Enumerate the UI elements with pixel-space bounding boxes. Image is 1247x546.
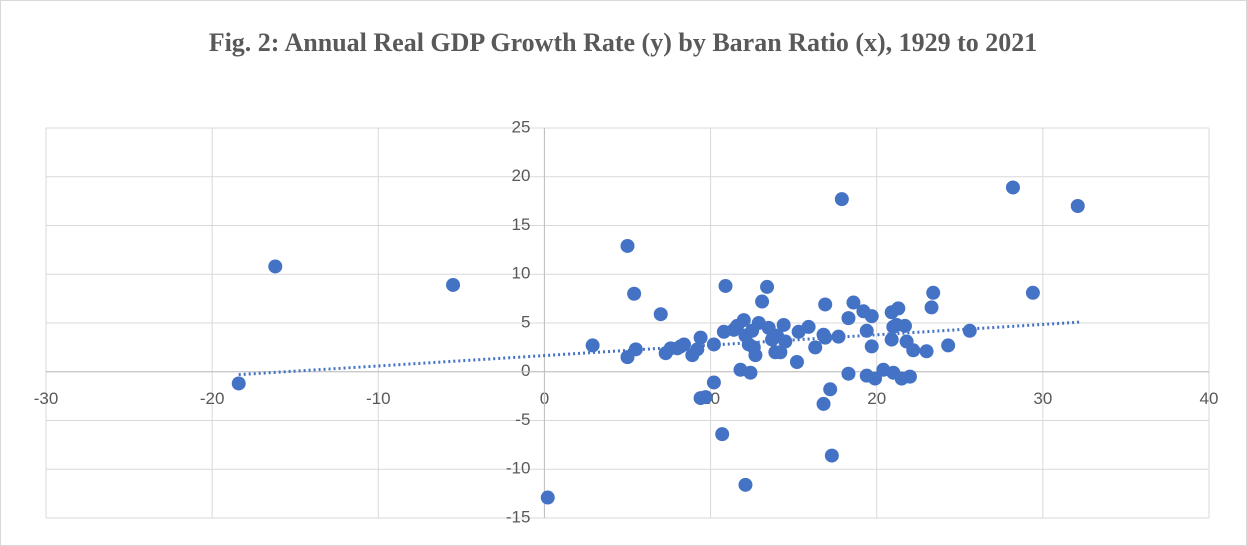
x-tick-label: 30 <box>1033 389 1052 408</box>
trendline <box>238 320 1082 377</box>
point <box>778 334 793 349</box>
point <box>859 323 874 338</box>
y-tick-label: 15 <box>512 215 531 234</box>
y-tick-label: -15 <box>506 507 531 526</box>
x-tick-label: -30 <box>34 389 59 408</box>
point <box>748 348 763 363</box>
point <box>628 342 643 357</box>
point <box>962 323 977 338</box>
point <box>906 343 921 358</box>
y-tick-label: 5 <box>521 312 530 331</box>
point <box>834 192 849 207</box>
point <box>801 319 816 334</box>
point <box>941 338 956 353</box>
point <box>864 339 879 354</box>
x-tick-label: 40 <box>1200 389 1219 408</box>
point <box>926 285 941 300</box>
point <box>818 297 833 312</box>
point <box>698 390 713 405</box>
point <box>690 342 705 357</box>
point <box>738 477 753 492</box>
y-tick-label: 25 <box>512 117 531 136</box>
point <box>743 365 758 380</box>
point <box>808 340 823 355</box>
chart-title: Fig. 2: Annual Real GDP Growth Rate (y) … <box>208 28 1038 57</box>
point <box>841 311 856 326</box>
point <box>919 344 934 359</box>
point <box>864 309 879 324</box>
point <box>816 396 831 411</box>
point <box>823 382 838 397</box>
x-tick-label: -20 <box>200 389 225 408</box>
point <box>706 375 721 390</box>
point <box>653 307 668 322</box>
point <box>773 345 788 360</box>
point <box>789 355 804 369</box>
x-tick-label: 20 <box>867 389 886 408</box>
y-tick-label: -10 <box>506 459 531 478</box>
point <box>585 338 600 353</box>
point <box>846 295 861 310</box>
point <box>446 277 461 292</box>
point <box>818 330 833 345</box>
point <box>718 278 733 293</box>
point <box>620 238 635 253</box>
y-tick-label: 20 <box>512 166 531 185</box>
point <box>868 371 883 386</box>
point <box>776 317 791 332</box>
point <box>924 300 939 315</box>
point <box>715 427 730 442</box>
point <box>693 330 708 345</box>
point <box>540 490 555 505</box>
point <box>884 332 899 347</box>
point <box>231 376 246 391</box>
x-tick-label: -10 <box>366 389 391 408</box>
point <box>831 329 846 344</box>
point <box>891 301 906 316</box>
point <box>902 369 917 384</box>
point <box>1005 180 1020 195</box>
point <box>627 286 642 301</box>
point <box>268 259 283 274</box>
point <box>755 294 770 309</box>
point <box>897 318 912 333</box>
point <box>706 337 721 352</box>
point <box>841 366 856 381</box>
point <box>736 313 751 328</box>
point <box>824 448 839 463</box>
point <box>1025 285 1040 300</box>
point <box>760 279 775 294</box>
y-tick-label: -5 <box>515 410 530 429</box>
point <box>1070 199 1085 213</box>
y-tick-label: 10 <box>512 264 531 283</box>
y-tick-label: 0 <box>521 361 530 380</box>
point <box>676 337 691 352</box>
